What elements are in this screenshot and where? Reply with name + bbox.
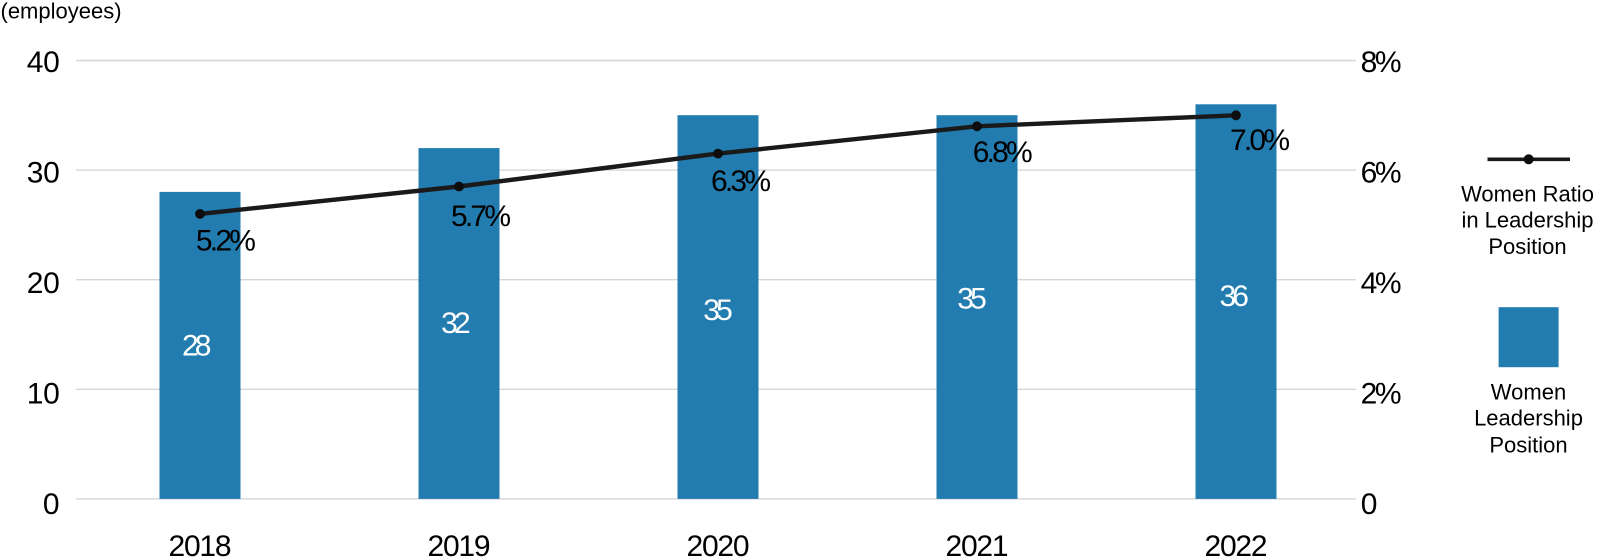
svg-text:10: 10 — [27, 377, 60, 410]
svg-text:Leadership: Leadership — [1474, 406, 1583, 431]
svg-text:7.0%: 7.0% — [1230, 124, 1290, 157]
svg-text:2022: 2022 — [1205, 530, 1268, 560]
svg-text:Position: Position — [1488, 234, 1566, 259]
svg-text:6.3%: 6.3% — [711, 165, 771, 198]
svg-text:4%: 4% — [1361, 267, 1402, 300]
svg-text:(employees): (employees) — [1, 0, 122, 24]
svg-text:5.7%: 5.7% — [451, 200, 511, 233]
svg-text:40: 40 — [27, 46, 60, 79]
svg-text:2019: 2019 — [428, 530, 491, 560]
svg-text:20: 20 — [27, 267, 60, 300]
svg-text:2018: 2018 — [169, 530, 232, 560]
svg-text:32: 32 — [441, 307, 471, 340]
svg-text:5.2%: 5.2% — [196, 225, 256, 258]
svg-text:Women Ratio: Women Ratio — [1461, 181, 1594, 206]
svg-text:36: 36 — [1219, 280, 1249, 313]
svg-text:35: 35 — [703, 294, 733, 327]
svg-text:2%: 2% — [1361, 377, 1402, 410]
svg-text:6%: 6% — [1361, 156, 1402, 189]
svg-text:6.8%: 6.8% — [973, 136, 1033, 169]
svg-text:28: 28 — [182, 329, 212, 362]
svg-text:30: 30 — [27, 156, 60, 189]
svg-text:0: 0 — [1361, 488, 1378, 521]
svg-text:8%: 8% — [1361, 46, 1402, 79]
svg-text:Position: Position — [1489, 433, 1567, 458]
svg-text:2021: 2021 — [946, 530, 1009, 560]
svg-text:in Leadership: in Leadership — [1461, 208, 1593, 233]
svg-text:35: 35 — [957, 283, 987, 316]
svg-text:Women: Women — [1491, 379, 1566, 404]
svg-text:0: 0 — [43, 488, 60, 521]
svg-text:2020: 2020 — [687, 530, 750, 560]
